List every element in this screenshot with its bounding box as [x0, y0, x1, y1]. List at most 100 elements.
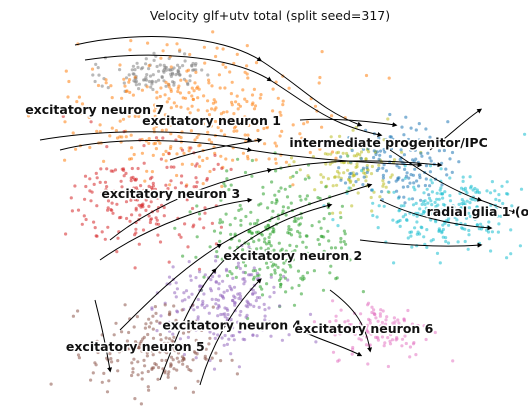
point — [419, 225, 423, 229]
chart-title: Velocity glf+utv total (split seed=317) — [149, 8, 391, 23]
point — [477, 191, 482, 195]
point — [376, 336, 380, 340]
point — [188, 111, 192, 115]
point — [312, 269, 316, 273]
point — [413, 226, 417, 230]
point — [398, 158, 402, 162]
point — [95, 176, 99, 180]
point — [90, 67, 95, 71]
point — [148, 196, 152, 200]
point — [377, 136, 381, 140]
point — [409, 234, 413, 238]
point — [439, 192, 443, 196]
point — [88, 177, 92, 181]
point — [166, 375, 170, 379]
point — [191, 390, 195, 394]
point — [161, 49, 165, 53]
point — [146, 332, 150, 337]
point — [186, 107, 190, 111]
point — [162, 121, 167, 125]
point — [118, 119, 122, 123]
point — [241, 270, 245, 274]
point — [399, 204, 403, 208]
point — [298, 231, 302, 235]
point — [145, 169, 149, 173]
point — [142, 78, 146, 82]
point — [322, 217, 326, 221]
point — [487, 237, 491, 241]
point — [137, 343, 141, 347]
point — [84, 184, 88, 189]
point — [426, 141, 431, 145]
point — [207, 342, 211, 346]
point — [197, 120, 201, 124]
point — [335, 183, 339, 187]
point — [202, 45, 206, 49]
point — [302, 122, 306, 126]
point — [222, 290, 226, 294]
point — [196, 315, 200, 319]
point — [150, 80, 154, 84]
point — [193, 63, 197, 67]
point — [336, 150, 341, 154]
point — [188, 349, 192, 353]
point — [392, 190, 396, 194]
point — [159, 314, 163, 318]
point — [193, 351, 197, 355]
point — [201, 299, 205, 303]
point — [239, 309, 243, 314]
point — [329, 264, 333, 268]
point — [121, 117, 126, 121]
streamline — [94, 299, 113, 373]
point — [220, 220, 225, 224]
cluster-label: excitatory neuron 3 — [101, 186, 240, 201]
point — [428, 170, 432, 174]
point — [410, 322, 414, 326]
point — [401, 215, 405, 219]
point — [292, 219, 296, 223]
point — [284, 290, 288, 294]
point — [167, 320, 171, 324]
point — [100, 84, 104, 88]
point — [199, 340, 203, 345]
point — [305, 120, 309, 124]
point — [310, 224, 314, 228]
point — [255, 296, 259, 300]
point — [305, 271, 310, 275]
point — [254, 324, 258, 328]
point — [338, 211, 342, 215]
point — [427, 196, 432, 200]
point — [124, 89, 129, 94]
point — [271, 209, 275, 213]
point — [304, 234, 308, 238]
point — [430, 141, 434, 145]
point — [219, 154, 223, 158]
point — [190, 162, 194, 166]
point — [179, 105, 183, 109]
point — [148, 177, 153, 181]
point — [440, 161, 444, 165]
point — [135, 195, 139, 199]
point — [172, 165, 176, 169]
point — [349, 179, 353, 183]
point — [169, 74, 173, 78]
point — [466, 247, 470, 251]
point — [194, 185, 198, 189]
point — [351, 329, 355, 333]
point — [80, 102, 85, 106]
point — [276, 217, 280, 221]
point — [190, 206, 195, 211]
point — [130, 68, 134, 72]
point — [102, 371, 106, 375]
point — [166, 341, 170, 345]
point — [415, 179, 419, 183]
point — [505, 180, 509, 184]
point — [391, 218, 395, 222]
point — [151, 153, 155, 157]
point — [249, 303, 253, 307]
point — [187, 91, 191, 95]
point — [260, 293, 265, 297]
point — [144, 208, 148, 212]
point — [328, 271, 332, 275]
point — [172, 66, 176, 70]
